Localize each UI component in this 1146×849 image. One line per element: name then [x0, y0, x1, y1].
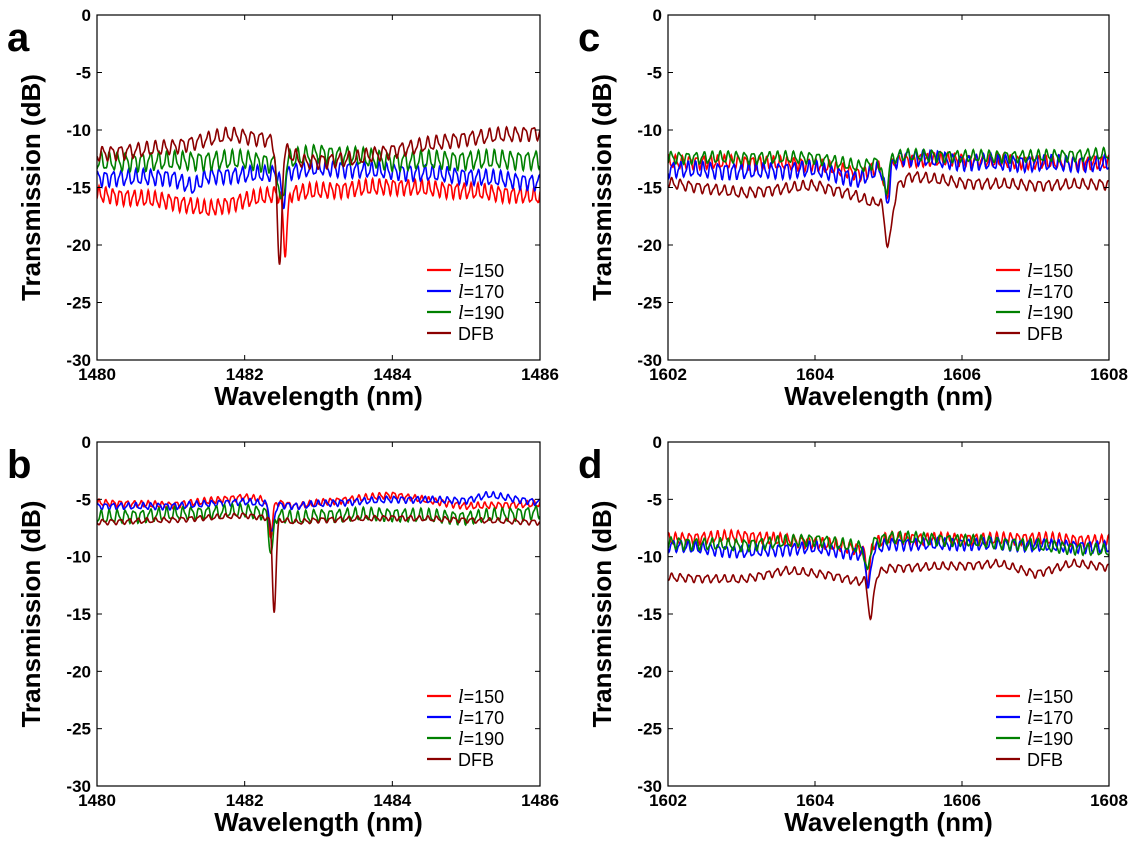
series-line: [97, 143, 540, 200]
legend-entry: l=150: [458, 260, 504, 282]
y-tick-label: -25: [637, 720, 662, 739]
panel-letter: b: [7, 443, 31, 487]
y-tick-label: -15: [637, 605, 662, 624]
x-axis-label: Wavelength (nm): [214, 381, 422, 411]
y-tick-label: -30: [66, 351, 91, 370]
legend-entry: DFB: [458, 750, 494, 770]
legend-entry: DFB: [1027, 750, 1063, 770]
y-tick-label: -20: [637, 236, 662, 255]
x-tick-label: 1602: [649, 791, 687, 810]
y-tick-label: -30: [637, 351, 662, 370]
y-tick-label: -25: [66, 720, 91, 739]
series-line: [97, 490, 540, 533]
y-tick-label: -15: [637, 179, 662, 198]
legend-entry: l=170: [1027, 707, 1073, 729]
y-tick-label: -5: [76, 64, 91, 83]
x-tick-label: 1606: [943, 365, 981, 384]
series-line: [668, 146, 1109, 197]
y-tick-label: 0: [82, 433, 91, 452]
y-tick-label: -20: [637, 662, 662, 681]
y-tick-label: -10: [637, 548, 662, 567]
legend-entry: l=150: [458, 686, 504, 708]
x-tick-label: 1606: [943, 791, 981, 810]
y-tick-label: -15: [66, 605, 91, 624]
x-tick-label: 1482: [226, 791, 264, 810]
series-line: [668, 529, 1109, 571]
traces: [668, 528, 1109, 621]
x-tick-label: 1486: [521, 791, 559, 810]
legend-entry: l=170: [1027, 281, 1073, 303]
series-line: [668, 170, 1109, 249]
series-line: [97, 491, 540, 540]
legend-entry: l=170: [458, 707, 504, 729]
legend-entry: l=150: [1027, 260, 1073, 282]
series-line: [97, 125, 540, 265]
x-tick-label: 1608: [1090, 365, 1128, 384]
y-tick-label: -5: [647, 490, 662, 509]
y-tick-label: -10: [66, 121, 91, 140]
legend-entry: l=170: [458, 281, 504, 303]
y-tick-label: -20: [66, 662, 91, 681]
x-axis-label: Wavelength (nm): [784, 807, 992, 837]
x-axis-label: Wavelength (nm): [214, 807, 422, 837]
x-tick-label: 1484: [373, 791, 411, 810]
legend-entry: l=150: [1027, 686, 1073, 708]
y-tick-label: -10: [66, 548, 91, 567]
x-tick-label: 1604: [796, 791, 834, 810]
y-tick-label: -5: [647, 64, 662, 83]
x-axis-label: Wavelength (nm): [784, 381, 992, 411]
traces: [97, 125, 540, 265]
y-tick-label: 0: [82, 6, 91, 25]
legend-entry: l=190: [458, 302, 504, 324]
panel-letter: a: [7, 16, 30, 60]
y-axis-label: Transmission (dB): [587, 74, 617, 301]
y-tick-label: -10: [637, 121, 662, 140]
series-line: [97, 176, 540, 258]
series-line: [97, 512, 540, 613]
x-tick-label: 1480: [78, 791, 116, 810]
y-tick-label: -15: [66, 179, 91, 198]
x-tick-label: 1602: [649, 365, 687, 384]
y-tick-label: 0: [653, 433, 662, 452]
y-tick-label: -30: [66, 777, 91, 796]
legend-entry: l=190: [1027, 302, 1073, 324]
legend-entry: DFB: [458, 324, 494, 344]
x-tick-label: 1608: [1090, 791, 1128, 810]
panel-letter: c: [578, 16, 600, 60]
legend-entry: l=190: [1027, 728, 1073, 750]
y-tick-label: -5: [76, 490, 91, 509]
x-tick-label: 1486: [521, 365, 559, 384]
y-axis-label: Transmission (dB): [587, 501, 617, 728]
y-tick-label: -20: [66, 236, 91, 255]
y-tick-label: -25: [66, 294, 91, 313]
legend-entry: l=190: [458, 728, 504, 750]
x-tick-label: 1604: [796, 365, 834, 384]
y-axis-label: Transmission (dB): [16, 74, 46, 301]
traces: [668, 146, 1109, 249]
x-tick-label: 1482: [226, 365, 264, 384]
y-tick-label: -30: [637, 777, 662, 796]
legend-entry: DFB: [1027, 324, 1063, 344]
series-line: [668, 558, 1109, 621]
traces: [97, 490, 540, 613]
x-tick-label: 1480: [78, 365, 116, 384]
series-line: [668, 536, 1109, 589]
panel-letter: d: [578, 443, 602, 487]
series-line: [97, 502, 540, 555]
y-tick-label: 0: [653, 6, 662, 25]
series-line: [668, 150, 1109, 201]
y-tick-label: -25: [637, 294, 662, 313]
x-tick-label: 1484: [373, 365, 411, 384]
y-axis-label: Transmission (dB): [16, 501, 46, 728]
